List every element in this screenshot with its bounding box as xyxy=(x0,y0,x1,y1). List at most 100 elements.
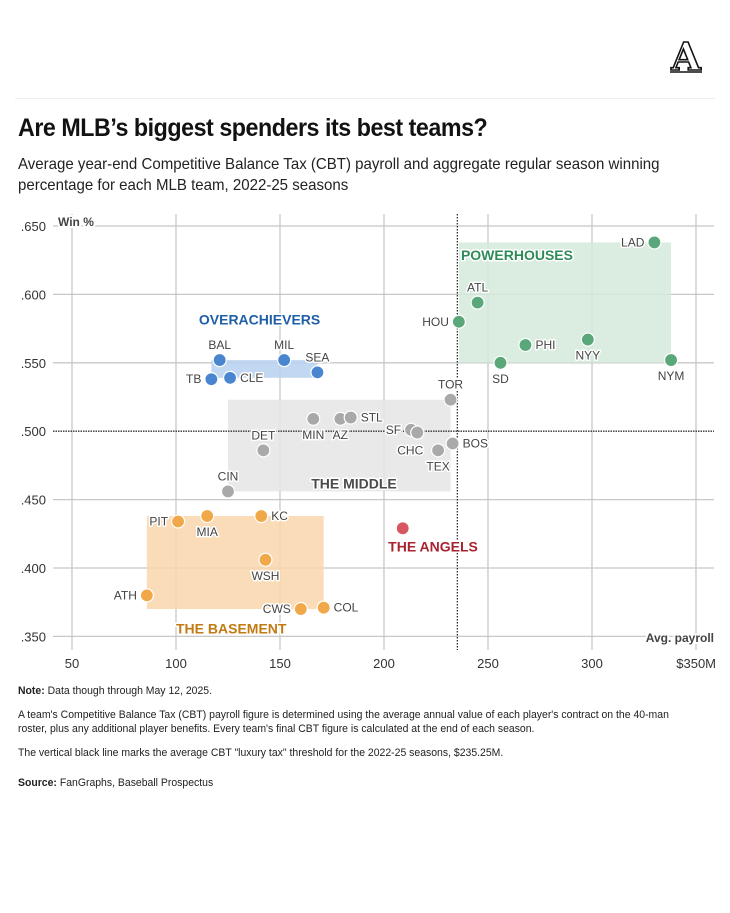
team-label-bal: BAL xyxy=(208,338,231,352)
team-label-nyy: NYY xyxy=(575,349,600,363)
team-label-tb: TB xyxy=(186,372,201,386)
data-point-cws xyxy=(293,601,308,617)
x-tick-label: $350M xyxy=(676,656,716,671)
data-point-pit xyxy=(170,514,186,529)
team-label-stl: STL xyxy=(361,411,383,425)
team-label-mil: MIL xyxy=(274,338,294,352)
group-label-overachievers: OVERACHIEVERS xyxy=(199,311,320,327)
team-label-tex: TEX xyxy=(426,459,449,473)
group-box-the-basement xyxy=(146,516,324,610)
team-label-det: DET xyxy=(251,428,276,442)
data-point-lad xyxy=(647,235,662,250)
y-tick-label: .600 xyxy=(21,287,46,302)
team-label-nym: NYM xyxy=(658,369,685,383)
team-label-mia: MIA xyxy=(197,525,218,539)
data-point-tb xyxy=(204,372,219,387)
data-point-bos xyxy=(445,436,460,451)
team-label-sd: SD xyxy=(492,372,509,386)
y-tick-label: .500 xyxy=(21,424,46,439)
team-label-hou: HOU xyxy=(422,315,449,329)
team-label-tor: TOR xyxy=(438,378,463,392)
group-label-the-middle: THE MIDDLE xyxy=(311,476,397,492)
team-label-pit: PIT xyxy=(149,514,168,528)
axis-titles: Win % Avg. payroll xyxy=(56,213,716,647)
logo-letter: A xyxy=(670,38,701,74)
group-box-powerhouses xyxy=(458,242,672,363)
team-label-cle: CLE xyxy=(240,371,263,385)
group-labels: POWERHOUSES OVERACHIEVERS THE MIDDLE THE BA… xyxy=(175,246,575,638)
x-tick-label: 250 xyxy=(477,656,499,671)
note-paragraph-cbt: A team's Competitive Balance Tax (CBT) p… xyxy=(18,709,669,735)
data-point-nym xyxy=(663,352,679,368)
data-point-sea xyxy=(310,365,325,380)
data-point-laa xyxy=(395,521,410,536)
data-point-wsh xyxy=(258,552,273,567)
source-text: FanGraphs, Baseball Prospectus xyxy=(56,777,214,789)
data-point-chc xyxy=(410,425,425,440)
data-point-tor xyxy=(443,392,458,407)
source-label: Source: xyxy=(18,777,57,789)
chart-title: Are MLB’s biggest spenders its best team… xyxy=(18,114,488,142)
team-label-cin: CIN xyxy=(218,469,239,483)
team-label-phi: PHI xyxy=(535,338,555,352)
data-point-cin xyxy=(220,484,236,499)
x-axis-title: Avg. payroll xyxy=(646,631,714,645)
note-paragraph-threshold: The vertical black line marks the averag… xyxy=(18,747,504,759)
note-line: Note: Data though through May 12, 2025. xyxy=(18,684,683,698)
source-line: Source: FanGraphs, Baseball Prospectus xyxy=(18,776,683,790)
y-tick-label: .450 xyxy=(21,493,46,508)
data-point-phi xyxy=(518,337,533,353)
team-label-az: AZ xyxy=(333,428,348,442)
group-box-overachievers xyxy=(211,360,318,378)
reference-lines xyxy=(53,214,714,650)
y-tick-label: .350 xyxy=(21,629,46,644)
group-label-the-basement: THE BASEMENT xyxy=(176,621,287,637)
team-labels: LAD ATL HOU PHI NYY SD NYM BAL MIL SEA TB CLE TOR MIN… xyxy=(112,234,686,618)
y-axis-title: Win % xyxy=(58,215,94,229)
data-point-mia xyxy=(200,508,215,524)
data-point-stl xyxy=(343,410,358,425)
y-tick-label: .400 xyxy=(21,561,46,576)
data-point-sd xyxy=(493,355,508,370)
data-point-mil xyxy=(277,352,292,368)
data-point-kc xyxy=(254,508,269,524)
team-label-wsh: WSH xyxy=(251,569,279,583)
team-label-sea: SEA xyxy=(305,350,329,364)
axis-ticks: .650 .600 .550 .500 .450 .400 .350 50 100 150 200 2… xyxy=(21,219,716,671)
data-point-nyy xyxy=(580,332,595,347)
team-label-atl: ATL xyxy=(467,281,488,295)
chart-subtitle: Average year-end Competitive Balance Tax… xyxy=(18,156,660,194)
data-point-tex xyxy=(430,443,446,458)
team-label-bos: BOS xyxy=(463,437,488,451)
data-point-ath xyxy=(139,588,154,603)
data-point-col xyxy=(316,600,331,615)
team-label-chc: CHC xyxy=(397,444,423,458)
data-point-det xyxy=(256,443,271,458)
y-tick-label: .650 xyxy=(21,219,46,234)
x-tick-label: 200 xyxy=(373,656,395,671)
x-tick-label: 150 xyxy=(269,656,291,671)
data-point-atl xyxy=(470,295,485,310)
group-label-powerhouses: POWERHOUSES xyxy=(461,247,573,263)
team-label-sf: SF xyxy=(386,423,401,437)
the-athletic-logo: A xyxy=(669,38,702,74)
note-label: Note: xyxy=(18,685,45,697)
group-label-the-angels: THE ANGELS xyxy=(388,539,478,555)
y-tick-label: .550 xyxy=(21,356,46,371)
data-point-cle xyxy=(222,370,238,385)
team-label-kc: KC xyxy=(271,509,288,523)
team-label-lad: LAD xyxy=(621,235,645,249)
data-point-hou xyxy=(451,314,466,329)
x-tick-label: 50 xyxy=(65,656,79,671)
team-label-min: MIN xyxy=(302,428,324,442)
x-tick-label: 300 xyxy=(581,656,603,671)
team-label-cws: CWS xyxy=(263,602,291,616)
note-text: Data though through May 12, 2025. xyxy=(44,685,213,697)
chart-notes: Note: Data though through May 12, 2025. … xyxy=(18,684,683,800)
data-point-bal xyxy=(212,352,227,368)
x-tick-label: 100 xyxy=(165,656,187,671)
data-points xyxy=(139,235,679,617)
team-label-ath: ATH xyxy=(114,588,137,602)
data-point-min xyxy=(306,411,321,426)
